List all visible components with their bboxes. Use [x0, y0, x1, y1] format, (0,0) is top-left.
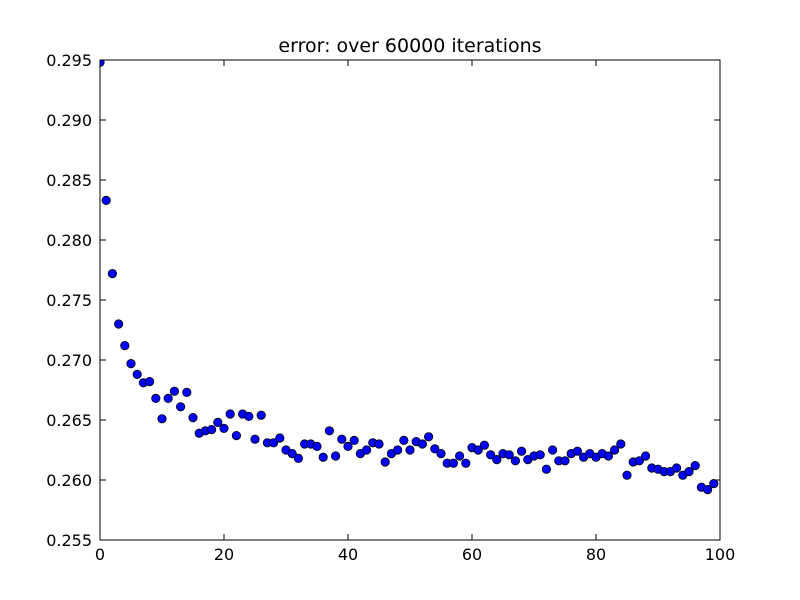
data-point — [504, 450, 514, 460]
data-point — [541, 464, 552, 474]
data-point — [275, 433, 285, 443]
data-point — [461, 458, 471, 468]
data-point — [126, 358, 136, 369]
x-tick-label: 100 — [705, 545, 736, 564]
data-point — [120, 340, 130, 351]
data-point — [380, 457, 390, 467]
data-point — [516, 446, 527, 456]
data-point — [114, 319, 124, 329]
data-point — [423, 432, 434, 442]
data-point — [225, 409, 235, 419]
data-point — [132, 369, 142, 379]
data-point — [392, 445, 403, 455]
x-tick-label: 0 — [95, 545, 105, 564]
x-tick-label: 40 — [338, 545, 358, 564]
data-point — [535, 450, 545, 460]
points-layer — [100, 60, 719, 495]
data-point — [107, 268, 118, 279]
data-point — [182, 387, 192, 397]
data-point — [684, 466, 694, 477]
y-tick-label: 0.265 — [46, 411, 92, 430]
y-tick-label: 0.290 — [46, 111, 92, 130]
data-point — [151, 393, 161, 403]
data-point — [337, 434, 347, 444]
data-point — [374, 439, 384, 449]
y-tick-label: 0.275 — [46, 291, 92, 310]
y-tick-label: 0.270 — [46, 351, 92, 370]
data-point — [176, 402, 186, 412]
data-point — [324, 426, 334, 436]
y-tick-label: 0.255 — [46, 531, 92, 550]
chart-title: error: over 60000 iterations — [278, 35, 541, 57]
data-point — [560, 456, 570, 466]
data-point — [163, 393, 173, 403]
data-point — [101, 195, 111, 205]
data-point — [231, 430, 241, 441]
x-tick-label: 20 — [214, 545, 234, 564]
data-point — [640, 451, 651, 461]
data-point — [318, 452, 328, 462]
data-point — [312, 441, 322, 451]
data-point — [145, 376, 155, 387]
data-point — [256, 410, 266, 420]
data-point — [244, 411, 254, 421]
data-point — [361, 445, 372, 455]
data-point — [330, 451, 341, 461]
data-point — [709, 478, 719, 489]
data-point — [268, 438, 279, 448]
data-point — [492, 454, 502, 465]
data-point — [702, 484, 713, 495]
data-point — [343, 441, 353, 451]
data-point — [293, 453, 303, 463]
data-point — [622, 470, 632, 480]
data-point — [287, 448, 297, 459]
data-point — [634, 456, 645, 466]
x-tick-label: 80 — [586, 545, 606, 564]
data-point — [690, 460, 700, 471]
data-point — [417, 439, 427, 449]
data-point — [473, 445, 483, 455]
data-point — [448, 458, 458, 468]
data-point — [207, 424, 217, 435]
data-point — [430, 444, 440, 454]
y-tick-label: 0.280 — [46, 231, 92, 250]
data-point — [547, 445, 558, 455]
y-tick-label: 0.260 — [46, 471, 92, 490]
data-point — [399, 435, 409, 445]
data-point — [603, 451, 614, 461]
data-point — [454, 451, 465, 461]
data-point — [213, 417, 223, 427]
data-point — [188, 412, 198, 423]
y-tick-label: 0.285 — [46, 171, 92, 190]
data-point — [479, 440, 489, 450]
ticks-layer: 0 20 40 60 80 100 0.255 0.260 0.265 0.270 0.275 0.2… — [46, 51, 735, 564]
data-point — [510, 456, 521, 466]
data-point — [250, 434, 260, 444]
data-point — [157, 414, 167, 424]
y-tick-label: 0.295 — [46, 51, 92, 70]
data-point — [671, 463, 682, 473]
x-tick-label: 60 — [462, 545, 482, 564]
data-point — [609, 445, 620, 455]
plot-frame — [99, 59, 721, 541]
data-point — [405, 445, 415, 455]
data-point — [219, 423, 229, 433]
data-point — [349, 435, 359, 445]
data-point — [572, 446, 583, 456]
data-point — [616, 439, 626, 449]
data-point — [485, 450, 496, 460]
data-point — [169, 386, 179, 396]
data-point — [436, 448, 446, 459]
